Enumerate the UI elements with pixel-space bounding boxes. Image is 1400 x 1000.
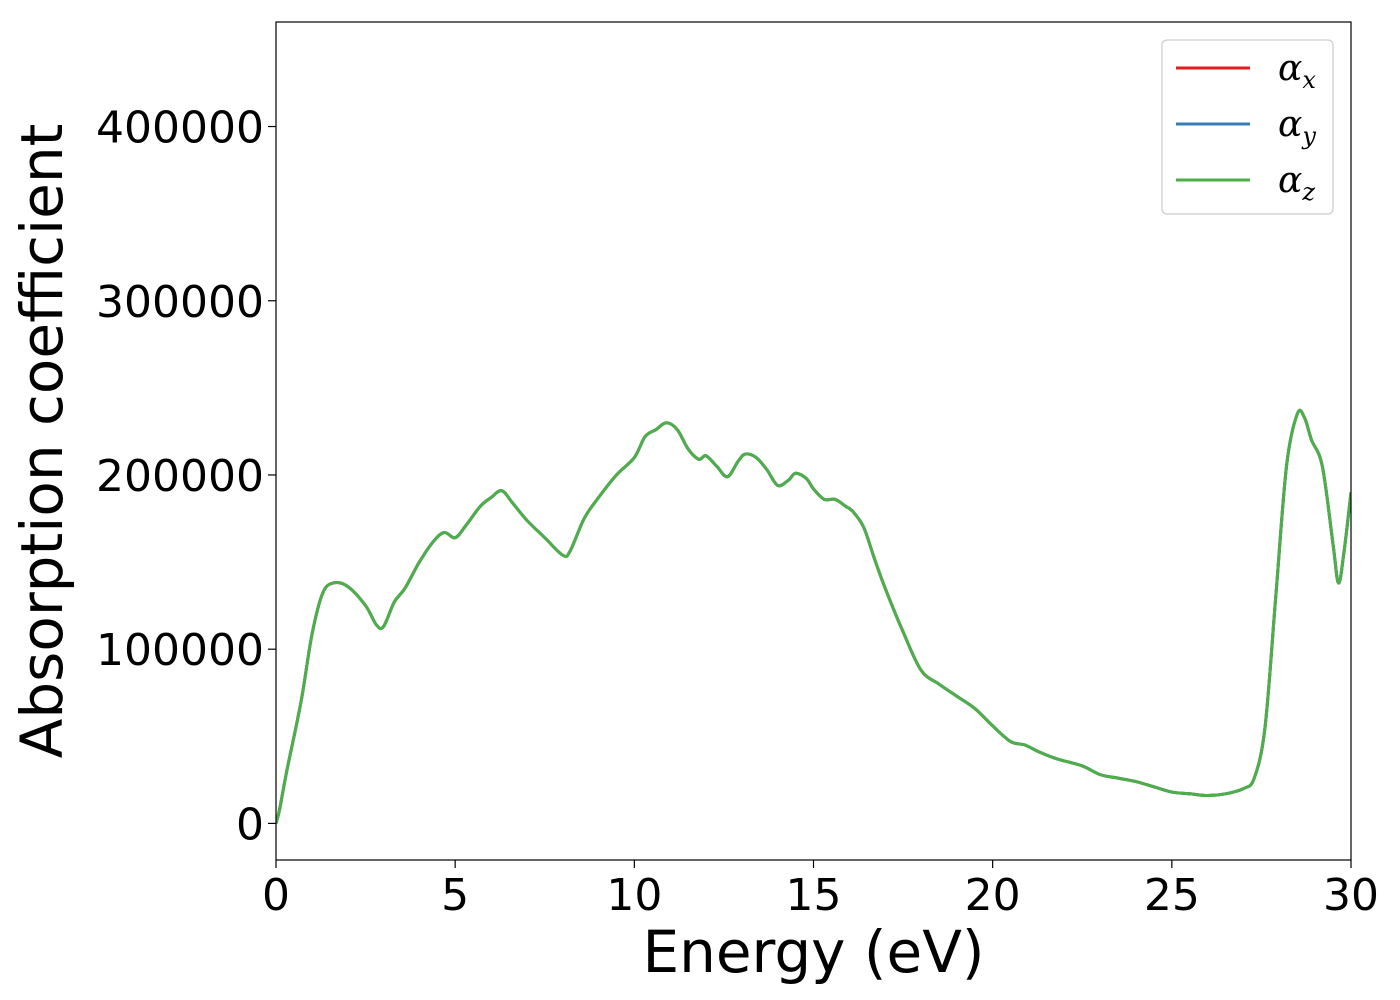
x-tick-label: 30 — [1323, 870, 1379, 921]
legend-label: αy — [1278, 104, 1316, 150]
legend-label: αz — [1278, 160, 1315, 206]
series-line-2 — [276, 408, 1351, 824]
series-line-3 — [276, 408, 1351, 824]
y-tick-label: 100000 — [96, 625, 264, 676]
x-tick-label: 0 — [262, 870, 290, 921]
series-line-1 — [276, 408, 1351, 824]
x-tick-label: 5 — [441, 870, 469, 921]
y-axis-label: Absorption coefficient — [8, 124, 76, 759]
y-tick-label: 400000 — [96, 103, 264, 154]
legend: αx αy αz — [1161, 39, 1334, 215]
series-layer — [276, 408, 1351, 824]
legend-item-z: αz — [1176, 160, 1315, 206]
x-tick-label: 15 — [786, 870, 842, 921]
x-tick-label: 25 — [1144, 870, 1200, 921]
axes-layer: 0 5 10 15 20 25 30 0 100000 200000 300000 400000 — [96, 21, 1379, 921]
x-tick-label: 10 — [606, 870, 662, 921]
x-axis-label: Energy (eV) — [642, 918, 984, 986]
y-tick-label: 200000 — [96, 451, 264, 502]
y-tick-label: 300000 — [96, 277, 264, 328]
legend-item-y: αy — [1176, 104, 1316, 150]
y-tick-label: 0 — [236, 799, 264, 850]
x-tick-label: 20 — [965, 870, 1021, 921]
legend-box — [1161, 39, 1334, 215]
legend-item-x: αx — [1176, 48, 1316, 94]
legend-label: αx — [1278, 48, 1316, 94]
